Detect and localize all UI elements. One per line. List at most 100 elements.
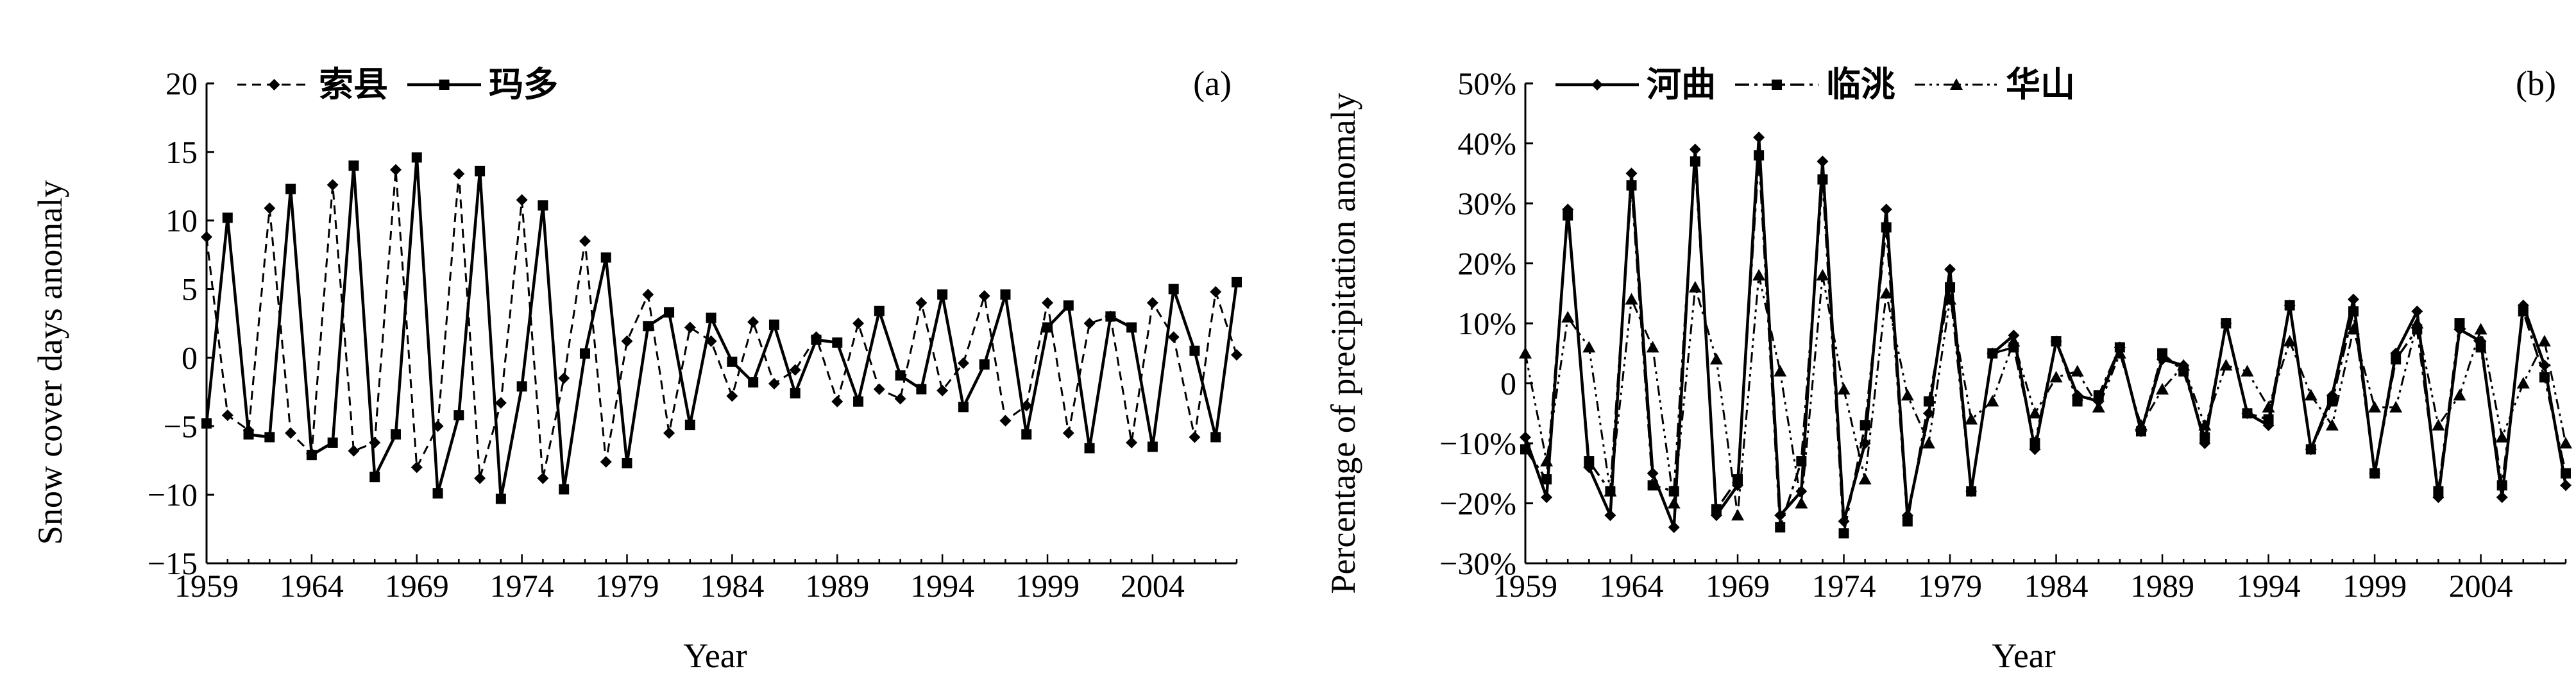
panel-b-series-2-point [2325, 418, 2339, 431]
panel-b-series-1-point [2093, 390, 2104, 401]
panel-b-label: (b) [2516, 64, 2556, 103]
panel-a-series-1-point [643, 321, 654, 332]
panel-b-y-tick-label: −30% [1439, 545, 1516, 581]
panel-a-series-0-point [684, 321, 696, 334]
panel-b-series-1-point [1945, 282, 1956, 293]
panel-b-series-1-point [2305, 444, 2316, 455]
panel-b-series-1-point [2284, 300, 2295, 311]
panel-b-series-1-point [2029, 438, 2040, 448]
panel-b-y-axis-title: Percentage of precipitation anomaly [1324, 92, 1362, 593]
panel-a-series-1-point [285, 183, 296, 194]
panel-a-series-0-point [369, 436, 381, 448]
panel-b-series-1-point [1775, 522, 1786, 533]
panel-b-series-2-point [1646, 341, 1659, 353]
panel-a-series-0-point [537, 472, 549, 484]
panel-a-x-tick-label: 1994 [910, 568, 974, 604]
panel-b-series-1-point [2051, 336, 2062, 347]
panel-a-series-1-point [1232, 277, 1242, 287]
panel-b-series-2-point [2156, 382, 2169, 395]
panel-b-series-0-point [1520, 431, 1531, 443]
panel-a-legend-label-1: 玛多 [489, 64, 558, 105]
panel-b-series-2-point [1604, 484, 1617, 497]
panel-b-series-1-point [2348, 306, 2359, 317]
panel-a-series-0-point [453, 168, 465, 180]
panel-b-series-1-point [1668, 486, 1679, 497]
panel-b-series-2-point [1667, 497, 1681, 509]
panel-a-series-0-point [516, 194, 528, 206]
panel-a-series-1-point [1210, 432, 1221, 443]
chart-panel-a: (a) Year Snow cover days anomaly −15 −10 −… [31, 64, 1242, 675]
panel-b-series-2-point [1879, 287, 1893, 299]
panel-b-series-1-point [2518, 306, 2529, 317]
panel-b-y-tick-label: 40% [1457, 126, 1516, 162]
panel-a-series-0-point [1167, 331, 1180, 343]
panel-a-series-0-point [873, 383, 885, 395]
panel-b-x-tick-label: 1989 [2130, 568, 2194, 604]
panel-a-y-tick-label: 0 [182, 339, 198, 375]
panel-a-series-0-point [747, 316, 759, 328]
panel-b-series-2-point [1816, 269, 1829, 281]
panel-a-x-tick-label: 1959 [174, 568, 239, 604]
panel-b-series-0-point [1541, 491, 1553, 504]
panel-b-series-2-point [2495, 431, 2509, 443]
panel-a-series-1-point [937, 289, 948, 300]
panel-b-series-1-point [2221, 318, 2232, 328]
panel-b-series-2-point [2432, 418, 2445, 431]
panel-b-series-2-point [2368, 400, 2382, 413]
panel-b-series-1-point [2072, 396, 2083, 407]
panel-a-series-1-point [768, 320, 779, 330]
panel-a-series-1-point [979, 359, 990, 370]
panel-a-series-0-point [1126, 436, 1138, 448]
panel-a-label: (a) [1193, 64, 1232, 103]
panel-a-series-1-point [201, 418, 212, 429]
panel-b-series-0-point [1922, 407, 1935, 420]
panel-a-y-tick-label: −10 [148, 477, 198, 513]
panel-b-y-tick-label: −10% [1439, 425, 1516, 461]
panel-a-x-tick-label: 1979 [595, 568, 659, 604]
panel-a-series-1-point [916, 384, 927, 395]
panel-a-series-1-point [727, 356, 738, 367]
panel-a-legend-marker-0 [268, 79, 280, 90]
panel-a-y-tick-label: 5 [182, 271, 198, 307]
panel-b-series-2-point [2028, 407, 2042, 419]
panel-b-x-tick-label: 1959 [1493, 568, 1557, 604]
panel-a-series-1-point [1168, 284, 1179, 294]
panel-a-series-0-point [663, 427, 675, 439]
panel-b-series-2-point [2559, 437, 2572, 448]
panel-a-series-1-point [243, 429, 254, 440]
panel-a-series-1-point [390, 429, 401, 440]
panel-b-series-1-point [2391, 354, 2402, 365]
panel-b-x-tick-label: 1979 [1918, 568, 1982, 604]
panel-b-series-1-point [2369, 468, 2380, 479]
panel-b-series-2-point [2346, 323, 2360, 335]
panel-b-series-1-point [2157, 348, 2168, 359]
panel-b-series-0-point [1817, 155, 1829, 167]
panel-b-y-tick-label: 50% [1457, 65, 1516, 101]
panel-b-series-2-point [1688, 280, 1702, 293]
panel-b-y-tick-label: 20% [1457, 246, 1516, 282]
panel-b-series-1-point [2326, 396, 2337, 407]
panel-a-series-1-point [706, 312, 716, 323]
panel-a-series-0-point [768, 378, 780, 390]
panel-b-series-2-point [1752, 269, 1766, 281]
panel-a-series-0-point [1146, 296, 1158, 309]
panel-a-series-0-point [201, 231, 212, 243]
panel-b-series-2-point [1709, 353, 1723, 365]
panel-a-series-1-point [432, 488, 443, 499]
panel-a-x-tick-label: 2004 [1121, 568, 1185, 604]
panel-a-legend-label-0: 索县 [319, 64, 388, 105]
panel-b-series-1-point [1817, 174, 1828, 185]
panel-b-series-0-point [2538, 359, 2550, 371]
panel-b-series-1-line [1524, 154, 2567, 535]
panel-b-series-2-point [2007, 335, 2021, 347]
panel-b-x-tick-label: 2004 [2449, 568, 2513, 604]
panel-b-series-1-point [1647, 480, 1658, 491]
panel-a-series-0-point [621, 335, 633, 347]
panel-b-series-1-point [1563, 210, 1573, 221]
panel-b-y-tick-label: 10% [1457, 305, 1516, 341]
panel-b-series-2-point [2134, 418, 2148, 431]
panel-b-series-1-point [2242, 408, 2253, 419]
panel-a-x-axis-title: Year [683, 636, 747, 675]
panel-b-series-1-point [2539, 372, 2550, 383]
panel-a-series-1-point [516, 381, 527, 392]
